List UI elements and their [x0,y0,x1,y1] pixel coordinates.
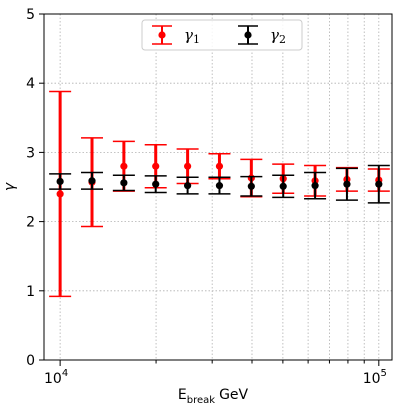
legend-marker [158,31,166,39]
data-point [343,180,351,188]
x-tick-label-exponent: 4 [62,368,68,379]
data-point [152,162,160,170]
y-tick-label: 4 [26,76,35,92]
x-axis-label: Ebreak GeV [178,387,249,406]
x-tick-label: 105 [363,368,387,387]
data-point [247,182,255,190]
x-tick-label-exponent: 5 [381,368,387,379]
data-point [184,182,192,190]
legend-entry-2: γ2 [238,25,286,46]
y-tick-label: 2 [26,215,35,231]
data-point [56,177,64,186]
series-layer [49,90,390,298]
y-tick-label: 3 [26,145,35,161]
data-point [375,180,383,188]
data-point [215,162,224,170]
x-tick-label-base: 10 [363,371,381,387]
legend-marker [244,31,252,39]
data-point [279,182,287,190]
data-point [152,180,160,188]
data-point [184,162,192,170]
data-point [311,182,319,190]
series-2 [49,164,390,204]
legend-label: γ2 [270,26,286,46]
legend: γ1 γ2 [141,19,303,51]
x-axis-label-subscript: break [187,395,216,406]
legend-label-subscript: 1 [193,33,200,46]
legend-label: γ1 [184,26,200,46]
x-tick-label: 104 [44,368,68,387]
plot-frame [43,13,393,361]
legend-label-base: γ [270,26,279,44]
x-axis-label-main: E [178,387,187,403]
legend-label-subscript: 2 [279,33,286,46]
legend-entry-1: γ1 [152,25,200,46]
data-point [120,179,128,187]
x-axis-label-unit: GeV [219,387,248,403]
data-point [56,190,64,198]
legend-box [141,19,303,51]
data-point [88,177,96,185]
y-tick-label: 5 [26,7,35,23]
x-tick-label-base: 10 [44,371,62,387]
y-tick-label: 0 [26,353,35,369]
y-axis-label: γ [2,182,18,191]
y-tick-label: 1 [26,284,35,300]
data-point [120,162,128,170]
data-point [215,182,224,190]
legend-label-base: γ [184,26,193,44]
